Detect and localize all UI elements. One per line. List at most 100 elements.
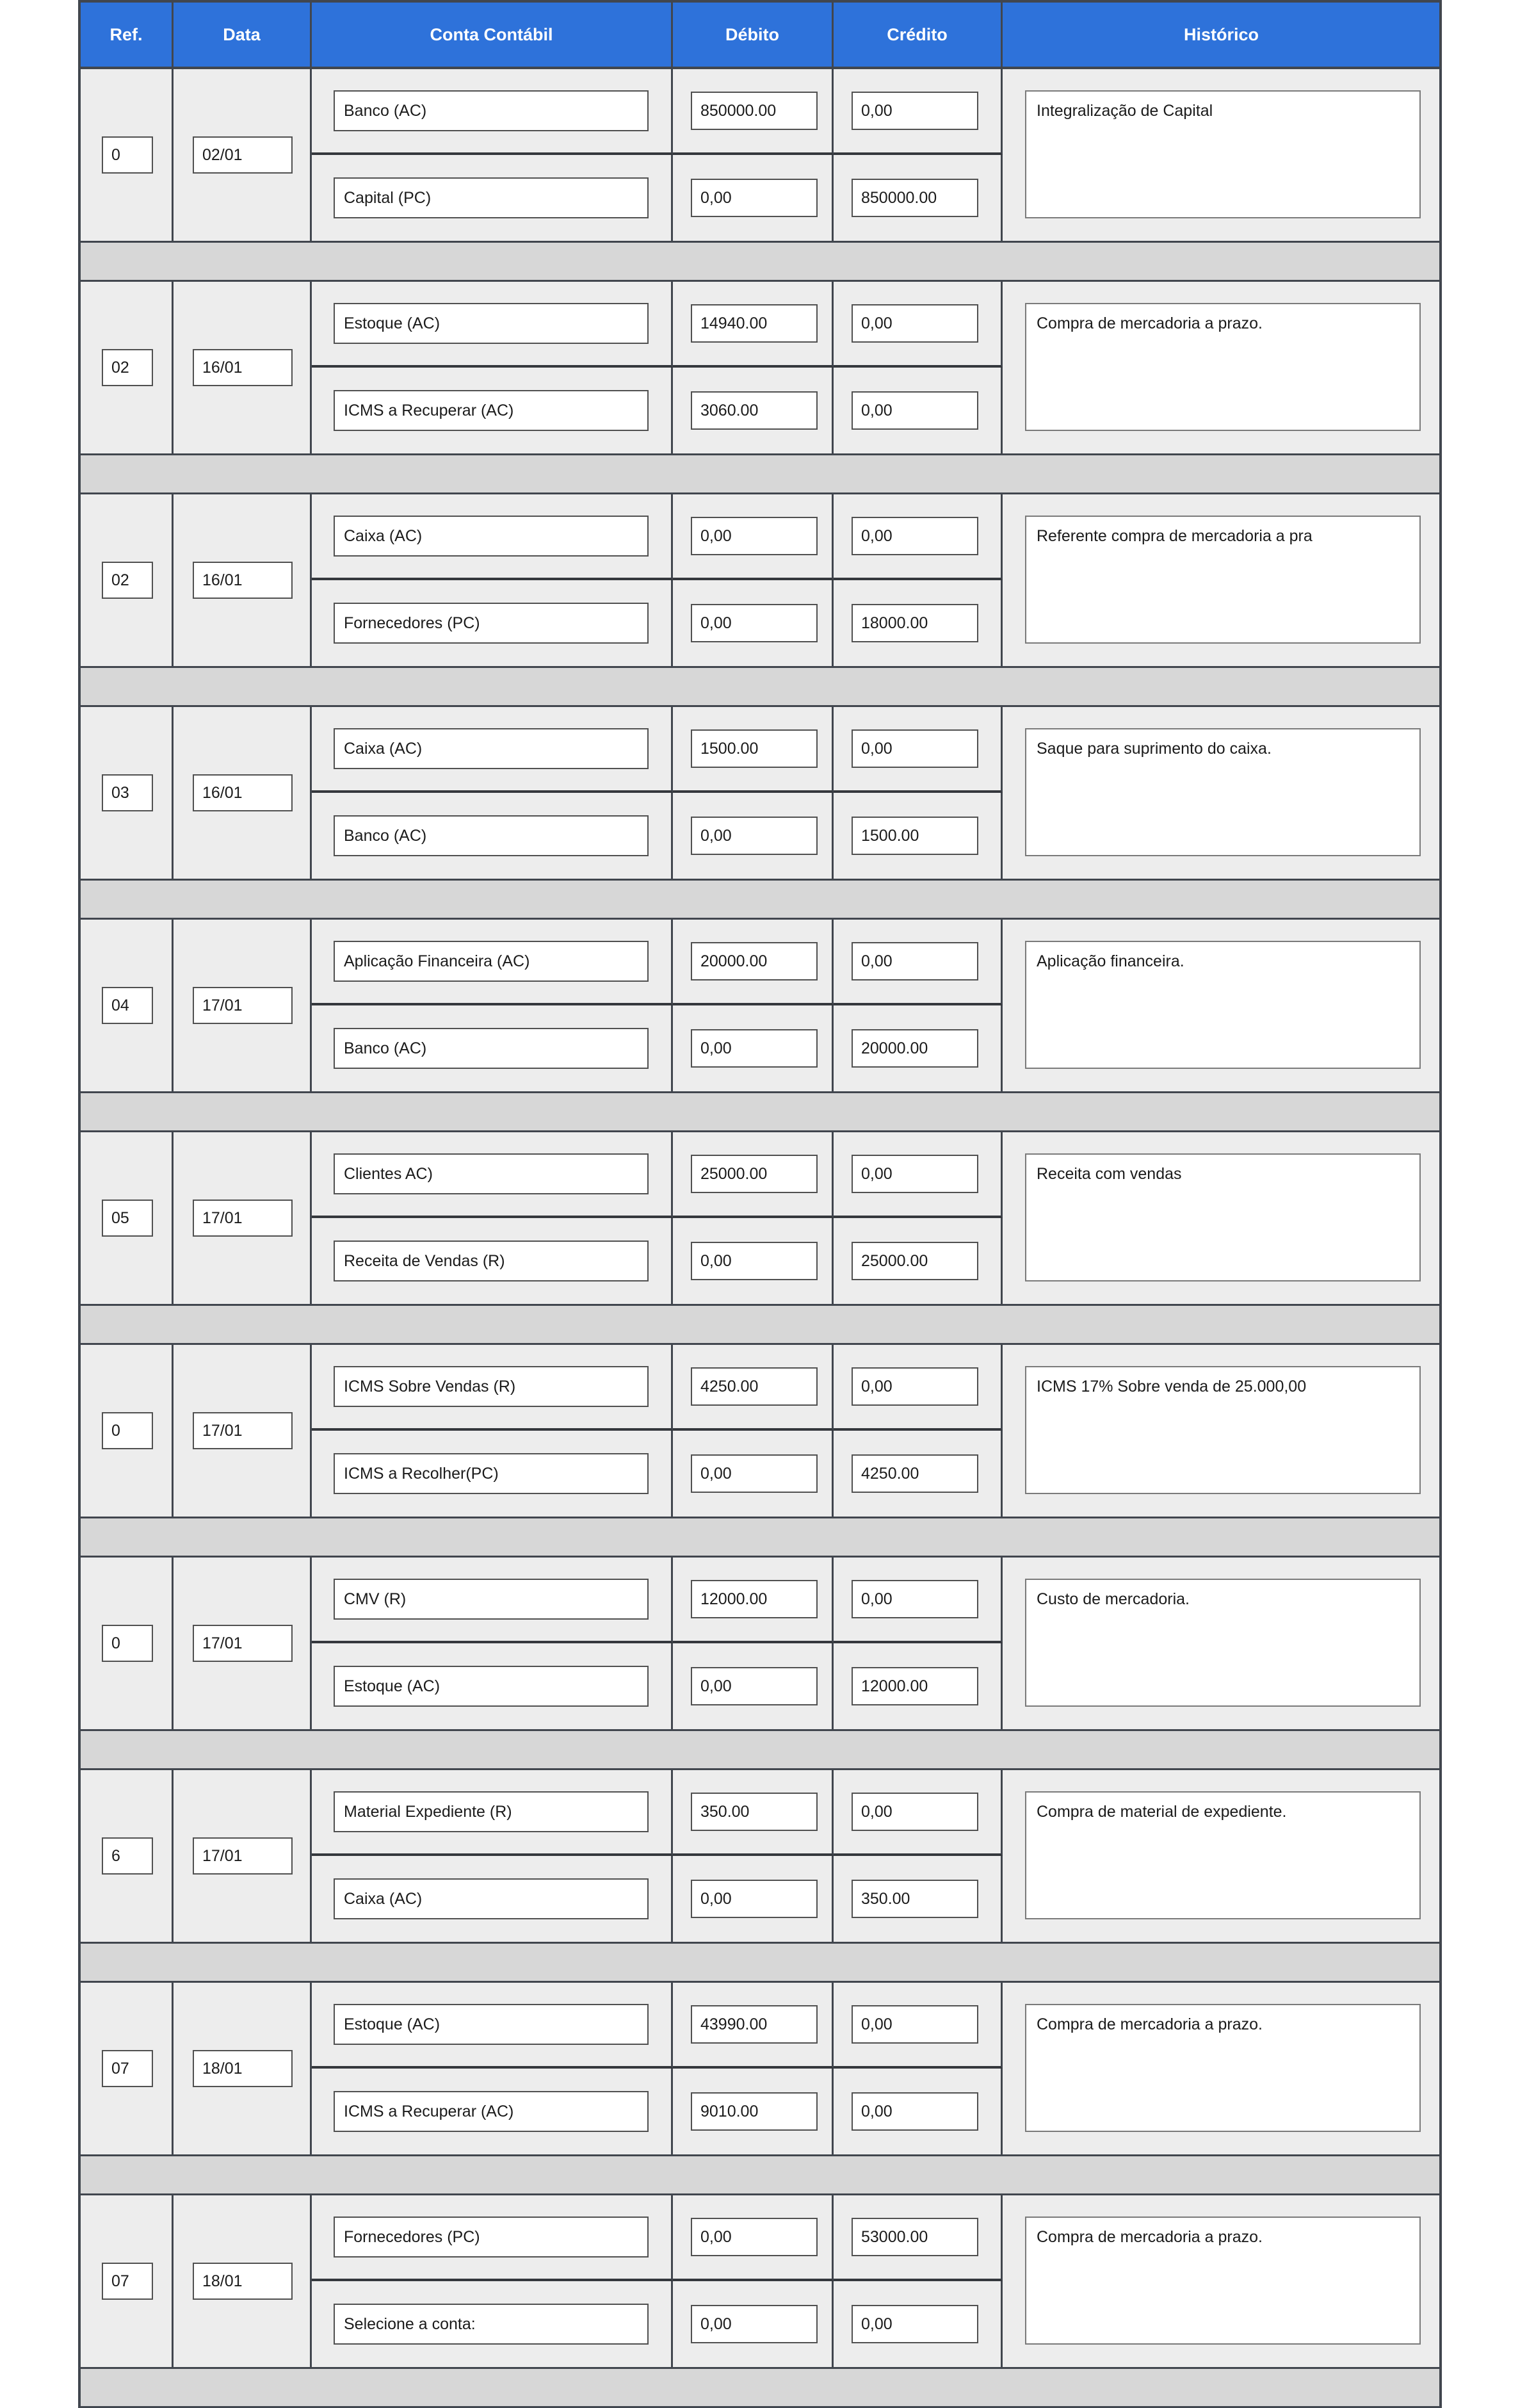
history-textarea[interactable] — [1025, 941, 1421, 1069]
date-input[interactable] — [193, 136, 293, 174]
history-textarea[interactable] — [1025, 1366, 1421, 1494]
debit-input[interactable] — [691, 391, 818, 430]
credit-input[interactable] — [852, 1880, 978, 1918]
debit-input[interactable] — [691, 2218, 818, 2256]
account-input[interactable] — [334, 1241, 649, 1281]
ref-input[interactable] — [102, 774, 153, 811]
ref-input[interactable] — [102, 1412, 153, 1449]
date-input[interactable] — [193, 774, 293, 811]
history-textarea[interactable] — [1025, 303, 1421, 431]
account-input[interactable] — [334, 1028, 649, 1069]
account-input[interactable] — [334, 90, 649, 131]
credit-input[interactable] — [852, 604, 978, 642]
account-input[interactable] — [334, 1366, 649, 1407]
debit-input[interactable] — [691, 1793, 818, 1831]
credit-input[interactable] — [852, 1454, 978, 1493]
debit-input[interactable] — [691, 517, 818, 555]
credit-input[interactable] — [852, 1029, 978, 1068]
date-input[interactable] — [193, 1625, 293, 1662]
account-input[interactable] — [334, 728, 649, 769]
debit-input[interactable] — [691, 2305, 818, 2343]
date-input[interactable] — [193, 349, 293, 386]
account-input[interactable] — [334, 2091, 649, 2132]
debit-input[interactable] — [691, 179, 818, 217]
credit-input[interactable] — [852, 2218, 978, 2256]
credit-input[interactable] — [852, 2005, 978, 2044]
account-input[interactable] — [334, 1791, 649, 1832]
debit-input[interactable] — [691, 817, 818, 855]
debit-input[interactable] — [691, 1155, 818, 1193]
history-textarea[interactable] — [1025, 1791, 1421, 1919]
account-input[interactable] — [334, 303, 649, 344]
credit-input[interactable] — [852, 2305, 978, 2343]
history-textarea[interactable] — [1025, 728, 1421, 856]
account-input[interactable] — [334, 1579, 649, 1620]
account-input[interactable] — [334, 1878, 649, 1919]
account-input[interactable] — [334, 603, 649, 644]
account-input[interactable] — [334, 815, 649, 856]
credit-input[interactable] — [852, 517, 978, 555]
date-input[interactable] — [193, 2263, 293, 2300]
history-textarea[interactable] — [1025, 1579, 1421, 1707]
debit-input[interactable] — [691, 942, 818, 980]
credit-input[interactable] — [852, 2092, 978, 2131]
ref-input[interactable] — [102, 1200, 153, 1237]
credit-input[interactable] — [852, 1242, 978, 1280]
debit-input[interactable] — [691, 1580, 818, 1618]
ref-input[interactable] — [102, 349, 153, 386]
credit-input[interactable] — [852, 92, 978, 130]
history-textarea[interactable] — [1025, 516, 1421, 644]
account-input[interactable] — [334, 390, 649, 431]
account-input[interactable] — [334, 1453, 649, 1494]
history-textarea[interactable] — [1025, 90, 1421, 218]
history-textarea[interactable] — [1025, 2004, 1421, 2132]
account-input[interactable] — [334, 177, 649, 218]
debit-input[interactable] — [691, 1454, 818, 1493]
debit-input[interactable] — [691, 92, 818, 130]
credit-input[interactable] — [852, 1155, 978, 1193]
credit-input[interactable] — [852, 1367, 978, 1406]
debit-input[interactable] — [691, 304, 818, 343]
history-textarea[interactable] — [1025, 2217, 1421, 2345]
account-input[interactable] — [334, 516, 649, 557]
ref-input[interactable] — [102, 2263, 153, 2300]
debit-input[interactable] — [691, 1880, 818, 1918]
ref-input[interactable] — [102, 1625, 153, 1662]
ref-input[interactable] — [102, 2050, 153, 2087]
debit-input[interactable] — [691, 2005, 818, 2044]
ref-input[interactable] — [102, 1837, 153, 1875]
credit-input[interactable] — [852, 817, 978, 855]
credit-input[interactable] — [852, 942, 978, 980]
debit-input[interactable] — [691, 1029, 818, 1068]
debit-input[interactable] — [691, 604, 818, 642]
ref-input[interactable] — [102, 562, 153, 599]
date-input[interactable] — [193, 1200, 293, 1237]
account-input[interactable] — [334, 1153, 649, 1194]
account-cell — [312, 1558, 673, 1643]
account-input[interactable] — [334, 941, 649, 982]
credit-input[interactable] — [852, 179, 978, 217]
account-input[interactable] — [334, 1666, 649, 1707]
history-textarea[interactable] — [1025, 1153, 1421, 1281]
account-input[interactable] — [334, 2304, 649, 2345]
credit-input[interactable] — [852, 391, 978, 430]
credit-input[interactable] — [852, 304, 978, 343]
account-input[interactable] — [334, 2217, 649, 2258]
credit-input[interactable] — [852, 1580, 978, 1618]
date-input[interactable] — [193, 987, 293, 1024]
account-input[interactable] — [334, 2004, 649, 2045]
credit-input[interactable] — [852, 1793, 978, 1831]
date-input[interactable] — [193, 1837, 293, 1875]
ref-input[interactable] — [102, 136, 153, 174]
date-input[interactable] — [193, 1412, 293, 1449]
ref-input[interactable] — [102, 987, 153, 1024]
credit-input[interactable] — [852, 1667, 978, 1705]
date-input[interactable] — [193, 562, 293, 599]
debit-input[interactable] — [691, 1667, 818, 1705]
date-input[interactable] — [193, 2050, 293, 2087]
debit-input[interactable] — [691, 1367, 818, 1406]
debit-input[interactable] — [691, 1242, 818, 1280]
debit-input[interactable] — [691, 2092, 818, 2131]
debit-input[interactable] — [691, 729, 818, 768]
credit-input[interactable] — [852, 729, 978, 768]
